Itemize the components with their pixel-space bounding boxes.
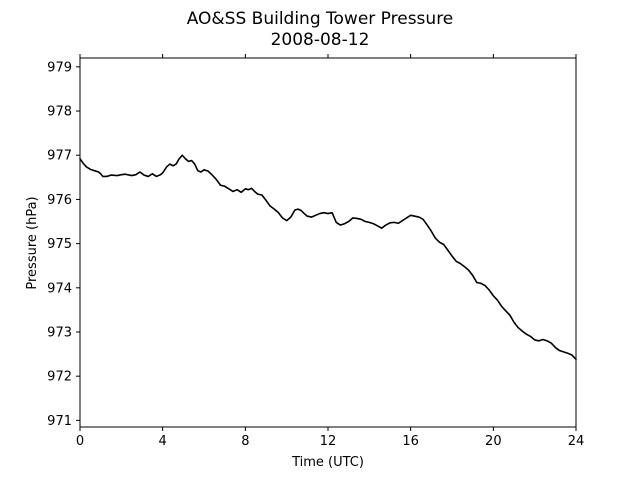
x-tick-label: 20: [485, 434, 502, 449]
y-tick-label: 979: [47, 60, 72, 75]
y-tick-label: 976: [47, 193, 72, 208]
x-axis-label: Time (UTC): [291, 455, 364, 470]
y-tick-label: 972: [47, 370, 72, 385]
y-axis-label: Pressure (hPa): [25, 196, 40, 289]
plot-frame: [79, 57, 577, 428]
plot-area: 0 4 8 12 16 20 24 971 972 973 974 975 976 977 978 979: [47, 54, 584, 449]
y-tick-label: 974: [47, 281, 72, 296]
x-tick-label: 16: [402, 434, 419, 449]
y-tick-label: 971: [47, 414, 72, 429]
y-tick-label: 973: [47, 325, 72, 340]
pressure-series-line: [79, 154, 577, 361]
x-tick-label: 4: [159, 434, 167, 449]
x-tick-label: 8: [241, 434, 249, 449]
chart-title: AO&SS Building Tower Pressure: [187, 9, 454, 29]
y-tick-label: 977: [47, 149, 72, 164]
x-tick-label: 0: [76, 434, 84, 449]
x-tick-label: 24: [568, 434, 585, 449]
x-tick-label: 12: [320, 434, 337, 449]
y-tick-label: 978: [47, 105, 72, 120]
chart-subtitle: 2008-08-12: [271, 30, 370, 50]
y-tick-label: 975: [47, 237, 72, 252]
